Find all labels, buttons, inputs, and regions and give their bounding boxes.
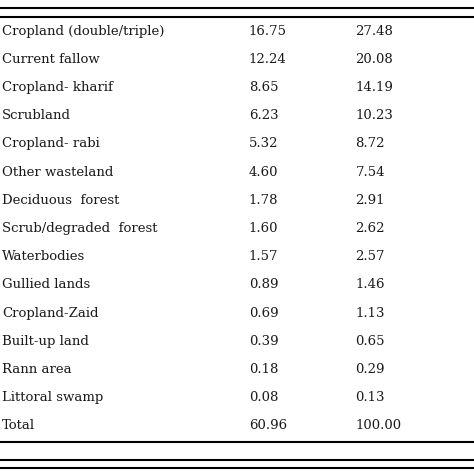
Text: 0.29: 0.29: [356, 363, 385, 376]
Text: Cropland- kharif: Cropland- kharif: [2, 81, 113, 94]
Text: Total: Total: [2, 419, 36, 432]
Text: Cropland-Zaid: Cropland-Zaid: [2, 307, 99, 319]
Text: Deciduous  forest: Deciduous forest: [2, 194, 120, 207]
Text: 7.54: 7.54: [356, 166, 385, 179]
Text: Littoral swamp: Littoral swamp: [2, 392, 104, 404]
Text: Scrub/degraded  forest: Scrub/degraded forest: [2, 222, 158, 235]
Text: Other wasteland: Other wasteland: [2, 166, 114, 179]
Text: 8.65: 8.65: [249, 81, 278, 94]
Text: 2.62: 2.62: [356, 222, 385, 235]
Text: 20.08: 20.08: [356, 53, 393, 66]
Text: 60.96: 60.96: [249, 419, 287, 432]
Text: 0.13: 0.13: [356, 392, 385, 404]
Text: 0.65: 0.65: [356, 335, 385, 348]
Text: Rann area: Rann area: [2, 363, 72, 376]
Text: Waterbodies: Waterbodies: [2, 250, 86, 263]
Text: 1.46: 1.46: [356, 279, 385, 292]
Text: 4.60: 4.60: [249, 166, 278, 179]
Text: Built-up land: Built-up land: [2, 335, 89, 348]
Text: 2.91: 2.91: [356, 194, 385, 207]
Text: 100.00: 100.00: [356, 419, 401, 432]
Text: Cropland- rabi: Cropland- rabi: [2, 137, 100, 150]
Text: 6.23: 6.23: [249, 109, 279, 122]
Text: 5.32: 5.32: [249, 137, 278, 150]
Text: 0.89: 0.89: [249, 279, 278, 292]
Text: 1.57: 1.57: [249, 250, 278, 263]
Text: 0.39: 0.39: [249, 335, 279, 348]
Text: 12.24: 12.24: [249, 53, 287, 66]
Text: 2.57: 2.57: [356, 250, 385, 263]
Text: Gullied lands: Gullied lands: [2, 279, 91, 292]
Text: 10.23: 10.23: [356, 109, 393, 122]
Text: 14.19: 14.19: [356, 81, 393, 94]
Text: 1.78: 1.78: [249, 194, 278, 207]
Text: Current fallow: Current fallow: [2, 53, 100, 66]
Text: 27.48: 27.48: [356, 25, 393, 37]
Text: Cropland (double/triple): Cropland (double/triple): [2, 25, 165, 37]
Text: 0.18: 0.18: [249, 363, 278, 376]
Text: 0.69: 0.69: [249, 307, 279, 319]
Text: 16.75: 16.75: [249, 25, 287, 37]
Text: 0.08: 0.08: [249, 392, 278, 404]
Text: Scrubland: Scrubland: [2, 109, 72, 122]
Text: 8.72: 8.72: [356, 137, 385, 150]
Text: 1.60: 1.60: [249, 222, 278, 235]
Text: 1.13: 1.13: [356, 307, 385, 319]
